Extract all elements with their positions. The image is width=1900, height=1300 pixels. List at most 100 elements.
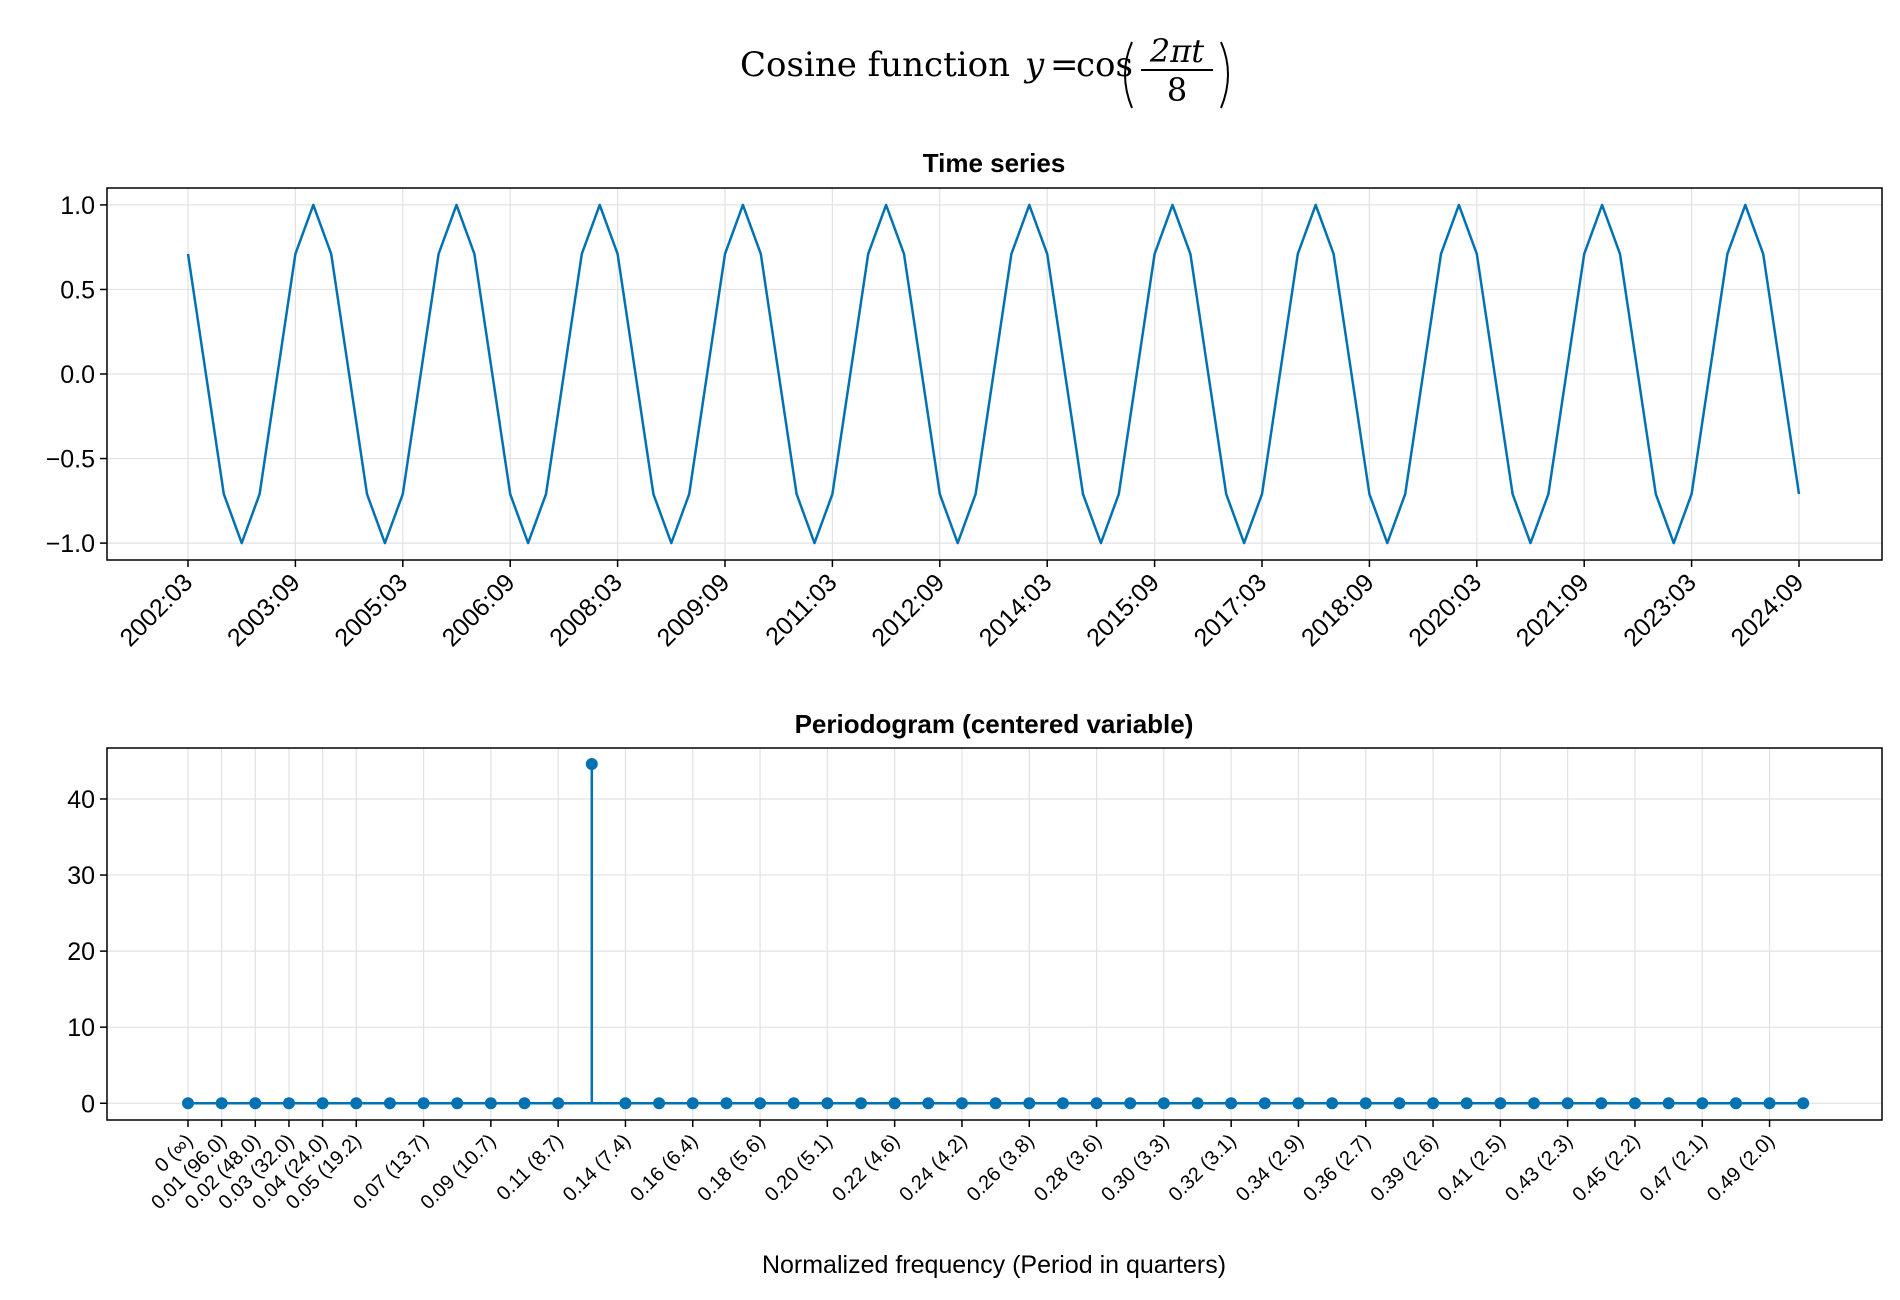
- periodogram-point: [1494, 1097, 1507, 1110]
- periodogram-y-tick-label: 0: [81, 1090, 95, 1118]
- time-series-x-tick-label: 2006:09: [437, 568, 521, 652]
- periodogram-x-tick-label: 0.26 (3.8): [963, 1130, 1039, 1206]
- periodogram-point: [1359, 1097, 1372, 1110]
- periodogram-point: [585, 757, 598, 770]
- periodogram-x-tick-label: 0.14 (7.4): [559, 1130, 635, 1206]
- figure-title-denominator: 8: [1167, 71, 1187, 109]
- time-series-x-tick-label: 2002:03: [115, 568, 199, 652]
- periodogram-y-tick-label: 10: [67, 1014, 95, 1042]
- periodogram-point: [350, 1097, 363, 1110]
- periodogram-point: [855, 1097, 867, 1110]
- periodogram-point: [989, 1097, 1002, 1110]
- periodogram-point: [282, 1097, 295, 1110]
- periodogram-point: [1157, 1097, 1170, 1110]
- periodogram-title: Periodogram (centered variable): [795, 709, 1194, 739]
- periodogram-point: [518, 1097, 531, 1110]
- periodogram-point: [754, 1097, 767, 1110]
- time-series-line: [186, 203, 1801, 545]
- periodogram-x-tick-label: 0.22 (4.6): [828, 1130, 904, 1206]
- periodogram-point: [1729, 1097, 1742, 1110]
- periodogram-point: [955, 1097, 968, 1110]
- periodogram-x-tick-label: 0.47 (2.1): [1636, 1130, 1712, 1206]
- periodogram-point: [686, 1097, 699, 1110]
- periodogram-point: [316, 1097, 329, 1110]
- time-series-x-tick-label: 2008:03: [544, 568, 628, 652]
- time-series-x-tick-label: 2005:03: [329, 568, 413, 652]
- periodogram-point: [182, 1097, 194, 1110]
- periodogram-x-tick-label: 0.39 (2.6): [1366, 1130, 1442, 1206]
- time-series-panel: Time series 1.00.50.0−0.5−1.0 2002:03 200…: [46, 148, 1883, 652]
- periodogram-point: [1763, 1097, 1776, 1110]
- figure-title-text: Cosine function: [740, 45, 1010, 85]
- periodogram-point: [1258, 1097, 1271, 1110]
- periodogram-point: [552, 1097, 565, 1110]
- periodogram-x-tick-label: 0.28 (3.6): [1030, 1130, 1106, 1206]
- time-series-x-tick-label: 2011:03: [760, 568, 842, 650]
- periodogram-point: [383, 1097, 396, 1110]
- periodogram-x-tick-label: 0.24 (4.2): [895, 1130, 971, 1206]
- periodogram-point: [1326, 1097, 1339, 1110]
- periodogram-x-tick-label: 0.43 (2.3): [1501, 1130, 1577, 1206]
- periodogram-x-tick-label: 0.41 (2.5): [1434, 1130, 1510, 1206]
- time-series-x-tick-label: 2015:09: [1081, 568, 1165, 652]
- periodogram-point: [720, 1097, 733, 1110]
- periodogram-point: [1056, 1097, 1069, 1110]
- time-series-title: Time series: [923, 148, 1066, 178]
- time-series-x-tick-label: 2003:09: [222, 568, 306, 652]
- time-series-x-tick-label: 2020:03: [1403, 568, 1487, 652]
- periodogram-point: [1460, 1097, 1473, 1110]
- time-series-y-tick-label: −1.0: [46, 530, 95, 558]
- periodogram-point: [1528, 1097, 1540, 1110]
- figure-title-numerator: 2πt: [1149, 32, 1204, 70]
- periodogram-point: [1628, 1097, 1641, 1110]
- periodogram-x-tick-label: 0.32 (3.1): [1165, 1130, 1241, 1206]
- periodogram-x-tick-label: 0.49 (2.0): [1703, 1130, 1779, 1206]
- time-series-y-axis: 1.0 0.5 0.0 −0.5 −1.0: [46, 192, 107, 558]
- time-series-x-tick-label: 2023:03: [1618, 568, 1702, 652]
- periodogram-panel: Periodogram (centered variable) 40 30 20 10…: [67, 709, 1883, 1279]
- periodogram-point: [1225, 1097, 1238, 1110]
- time-series-x-tick-label: 2017:03: [1189, 568, 1273, 652]
- periodogram-y-tick-label: 30: [67, 862, 95, 890]
- time-series-y-tick-label: 0.5: [60, 276, 95, 304]
- periodogram-point: [653, 1097, 666, 1110]
- periodogram-point: [451, 1097, 464, 1110]
- figure-title-left-paren: [1124, 41, 1133, 109]
- time-series-x-axis: 2002:03 2003:09 2005:03 2006:09 2008:03 2009:…: [115, 560, 1809, 652]
- periodogram-point: [1427, 1097, 1440, 1110]
- time-series-y-tick-label: −0.5: [46, 446, 95, 474]
- periodogram-x-tick-label: 0.45 (2.2): [1568, 1130, 1644, 1206]
- periodogram-y-axis: 40 30 20 10 0: [67, 786, 107, 1118]
- periodogram-point: [787, 1097, 800, 1110]
- periodogram-x-tick-label: 0.20 (5.1): [761, 1130, 837, 1206]
- time-series-x-tick-label: 2021:09: [1511, 568, 1595, 652]
- periodogram-x-tick-label: 0.18 (5.6): [693, 1130, 769, 1206]
- figure-title: Cosine function y = cos 2πt 8: [740, 32, 1229, 109]
- periodogram-point: [821, 1097, 834, 1110]
- periodogram-point: [417, 1097, 430, 1110]
- periodogram-x-tick-label: 0.30 (3.3): [1097, 1130, 1173, 1206]
- periodogram-point: [1191, 1097, 1204, 1110]
- periodogram-stems: [182, 757, 1810, 1110]
- periodogram-point: [888, 1097, 901, 1110]
- periodogram-x-tick-label: 0.34 (2.9): [1232, 1130, 1308, 1206]
- time-series-x-tick-label: 2009:09: [652, 568, 736, 652]
- figure-title-right-paren: [1220, 41, 1229, 109]
- periodogram-point: [1023, 1097, 1036, 1110]
- periodogram-x-tick-label: 0.16 (6.4): [626, 1130, 702, 1206]
- time-series-x-tick-label: 2012:09: [866, 568, 950, 652]
- periodogram-point: [1696, 1097, 1709, 1110]
- periodogram-grid: [107, 748, 1882, 1120]
- periodogram-point: [1090, 1097, 1103, 1110]
- periodogram-point: [1662, 1097, 1675, 1110]
- periodogram-y-tick-label: 40: [67, 786, 95, 814]
- periodogram-point: [484, 1097, 497, 1110]
- time-series-grid: [107, 188, 1882, 560]
- periodogram-point: [1797, 1097, 1810, 1110]
- time-series-y-tick-label: 0.0: [60, 361, 95, 389]
- periodogram-y-tick-label: 20: [67, 938, 95, 966]
- periodogram-point: [619, 1097, 632, 1110]
- periodogram-point: [1595, 1097, 1608, 1110]
- time-series-x-tick-label: 2018:09: [1296, 568, 1380, 652]
